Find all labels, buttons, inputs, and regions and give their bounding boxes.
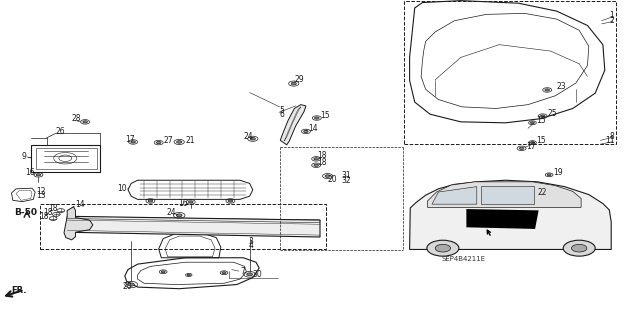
- Polygon shape: [280, 105, 306, 145]
- Text: 21: 21: [186, 136, 195, 145]
- Text: 18: 18: [44, 208, 53, 217]
- Text: FR.: FR.: [12, 286, 27, 295]
- Text: 15: 15: [320, 111, 330, 120]
- Circle shape: [222, 272, 226, 274]
- Polygon shape: [64, 207, 93, 240]
- Text: 9: 9: [21, 152, 26, 161]
- Circle shape: [83, 121, 88, 123]
- Text: 29: 29: [294, 75, 304, 84]
- Text: 27: 27: [163, 136, 173, 145]
- Text: 8: 8: [610, 132, 614, 141]
- Circle shape: [36, 174, 41, 176]
- Circle shape: [314, 164, 319, 167]
- Polygon shape: [467, 210, 538, 228]
- Text: 26: 26: [56, 127, 65, 136]
- Circle shape: [314, 158, 319, 160]
- Text: B-50: B-50: [14, 208, 37, 217]
- Circle shape: [177, 214, 182, 217]
- Text: 18: 18: [317, 151, 326, 160]
- Circle shape: [435, 244, 451, 252]
- Circle shape: [547, 174, 551, 176]
- Text: 16: 16: [25, 168, 35, 177]
- Text: 31: 31: [341, 171, 351, 180]
- Circle shape: [228, 200, 233, 202]
- Polygon shape: [428, 182, 581, 207]
- Text: 15: 15: [536, 116, 546, 125]
- Circle shape: [563, 240, 595, 256]
- Polygon shape: [67, 216, 320, 237]
- Text: 11: 11: [605, 137, 614, 145]
- Circle shape: [161, 271, 165, 273]
- Text: 19: 19: [554, 168, 563, 177]
- Text: 22: 22: [538, 189, 547, 197]
- Circle shape: [531, 142, 534, 144]
- Circle shape: [128, 283, 134, 286]
- Text: 20: 20: [123, 282, 132, 291]
- Text: 17: 17: [125, 135, 134, 144]
- Text: 24: 24: [243, 132, 253, 141]
- Circle shape: [519, 147, 524, 149]
- Circle shape: [187, 274, 191, 276]
- Circle shape: [325, 175, 330, 177]
- Text: 18: 18: [317, 158, 326, 167]
- Text: 2: 2: [610, 16, 614, 25]
- Text: SEP4B4211E: SEP4B4211E: [442, 256, 486, 262]
- Circle shape: [303, 130, 308, 133]
- Polygon shape: [67, 217, 320, 225]
- Text: 25: 25: [547, 109, 557, 118]
- Circle shape: [291, 82, 296, 85]
- Text: 5: 5: [280, 106, 285, 115]
- Polygon shape: [67, 217, 69, 233]
- Text: 28: 28: [72, 114, 81, 123]
- Circle shape: [572, 244, 587, 252]
- Circle shape: [131, 141, 136, 143]
- Circle shape: [427, 240, 459, 256]
- Text: 10: 10: [117, 184, 127, 193]
- Circle shape: [247, 273, 253, 276]
- Text: 3: 3: [248, 237, 253, 246]
- Text: 12: 12: [36, 187, 46, 196]
- Text: 24: 24: [166, 208, 176, 217]
- Text: 6: 6: [280, 110, 285, 119]
- Text: 14: 14: [308, 124, 318, 133]
- Polygon shape: [481, 186, 534, 204]
- Text: 4: 4: [248, 241, 253, 250]
- Text: 13: 13: [36, 191, 46, 200]
- Text: 23: 23: [557, 82, 566, 91]
- Circle shape: [545, 89, 550, 91]
- Text: 18: 18: [40, 212, 49, 221]
- Text: 18: 18: [48, 204, 58, 213]
- Text: 32: 32: [341, 176, 351, 185]
- Circle shape: [188, 201, 193, 203]
- Circle shape: [148, 200, 152, 202]
- Circle shape: [540, 115, 545, 117]
- Circle shape: [531, 122, 534, 124]
- Text: 16: 16: [178, 199, 188, 208]
- Circle shape: [530, 194, 535, 196]
- Text: 20: 20: [328, 175, 337, 184]
- Circle shape: [250, 137, 255, 140]
- Text: 30: 30: [253, 270, 262, 279]
- Text: 17: 17: [526, 142, 536, 151]
- Text: 1: 1: [610, 11, 614, 20]
- Text: 7: 7: [240, 267, 245, 276]
- Polygon shape: [432, 187, 477, 204]
- Circle shape: [177, 141, 182, 143]
- Circle shape: [156, 142, 161, 144]
- Polygon shape: [410, 180, 611, 249]
- Text: 14: 14: [76, 200, 85, 209]
- Text: 15: 15: [536, 136, 546, 145]
- Circle shape: [314, 117, 319, 119]
